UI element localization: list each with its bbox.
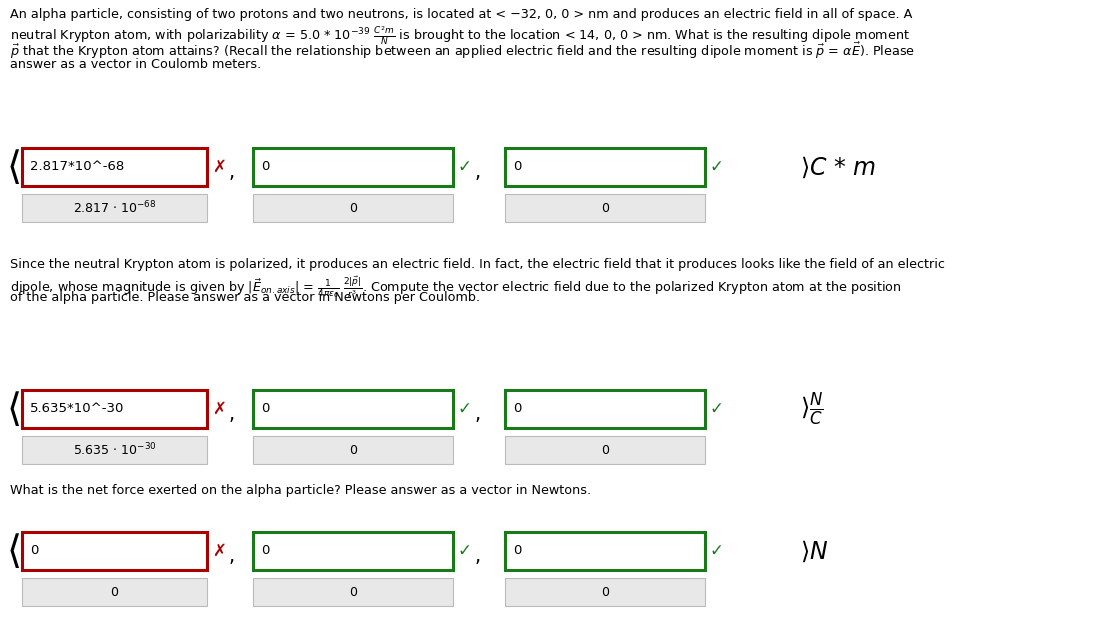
FancyBboxPatch shape [253, 390, 453, 428]
Text: 2.817*10^-68: 2.817*10^-68 [30, 161, 124, 173]
Text: ✗: ✗ [212, 542, 226, 560]
Text: of the alpha particle. Please answer as a vector in Newtons per Coulomb.: of the alpha particle. Please answer as … [10, 291, 480, 304]
FancyBboxPatch shape [22, 194, 208, 222]
Text: 5.635 $\cdot$ 10$^{-30}$: 5.635 $\cdot$ 10$^{-30}$ [72, 442, 156, 458]
FancyBboxPatch shape [505, 194, 705, 222]
Text: 0: 0 [601, 202, 609, 214]
Text: ✓: ✓ [458, 158, 472, 176]
FancyBboxPatch shape [253, 578, 453, 606]
Text: $\rangle$N: $\rangle$N [800, 538, 828, 564]
FancyBboxPatch shape [505, 148, 705, 186]
FancyBboxPatch shape [253, 532, 453, 570]
Text: 0: 0 [601, 585, 609, 598]
FancyBboxPatch shape [253, 436, 453, 464]
FancyBboxPatch shape [22, 578, 208, 606]
Text: Since the neutral Krypton atom is polarized, it produces an electric field. In f: Since the neutral Krypton atom is polari… [10, 258, 945, 271]
FancyBboxPatch shape [253, 194, 453, 222]
Text: ,: , [475, 546, 481, 566]
FancyBboxPatch shape [253, 148, 453, 186]
Text: $\rangle$$\frac{N}{C}$: $\rangle$$\frac{N}{C}$ [800, 391, 824, 428]
Text: ,: , [229, 404, 235, 423]
Text: $\langle$: $\langle$ [5, 389, 20, 428]
FancyBboxPatch shape [22, 148, 208, 186]
Text: 0: 0 [111, 585, 119, 598]
Text: ✗: ✗ [212, 400, 226, 418]
Text: 0: 0 [30, 544, 38, 558]
Text: ✓: ✓ [458, 400, 472, 418]
Text: neutral Krypton atom, with polarizability $\alpha$ = 5.0 * 10$^{-39}$ $\frac{C^2: neutral Krypton atom, with polarizabilit… [10, 25, 910, 47]
Text: 0: 0 [349, 444, 357, 457]
Text: ✓: ✓ [458, 542, 472, 560]
Text: What is the net force exerted on the alpha particle? Please answer as a vector i: What is the net force exerted on the alp… [10, 484, 591, 497]
Text: $\vec{p}$ that the Krypton atom attains? (Recall the relationship between an app: $\vec{p}$ that the Krypton atom attains?… [10, 41, 915, 61]
Text: ,: , [229, 546, 235, 566]
Text: 5.635*10^-30: 5.635*10^-30 [30, 403, 124, 416]
Text: dipole, whose magnitude is given by $|\vec{E}_{on.axis}|$ = $\frac{1}{4\pi\epsil: dipole, whose magnitude is given by $|\v… [10, 275, 901, 301]
Text: 0: 0 [261, 403, 269, 416]
Text: An alpha particle, consisting of two protons and two neutrons, is located at < −: An alpha particle, consisting of two pro… [10, 8, 912, 21]
Text: ,: , [229, 163, 235, 181]
FancyBboxPatch shape [505, 532, 705, 570]
Text: 0: 0 [601, 444, 609, 457]
FancyBboxPatch shape [22, 390, 208, 428]
Text: 0: 0 [513, 544, 522, 558]
FancyBboxPatch shape [505, 578, 705, 606]
Text: answer as a vector in Coulomb meters.: answer as a vector in Coulomb meters. [10, 57, 261, 71]
FancyBboxPatch shape [22, 532, 208, 570]
Text: 0: 0 [513, 403, 522, 416]
Text: ,: , [475, 163, 481, 181]
Text: 0: 0 [261, 544, 269, 558]
FancyBboxPatch shape [505, 390, 705, 428]
Text: 0: 0 [349, 202, 357, 214]
Text: $\langle$: $\langle$ [5, 147, 20, 186]
FancyBboxPatch shape [22, 436, 208, 464]
Text: $\langle$: $\langle$ [5, 532, 20, 571]
Text: 0: 0 [261, 161, 269, 173]
Text: 0: 0 [513, 161, 522, 173]
Text: 0: 0 [349, 585, 357, 598]
Text: ✓: ✓ [710, 158, 724, 176]
Text: ✗: ✗ [212, 158, 226, 176]
Text: $\rangle$C * m: $\rangle$C * m [800, 154, 876, 180]
Text: ✓: ✓ [710, 400, 724, 418]
Text: ,: , [475, 404, 481, 423]
Text: ✓: ✓ [710, 542, 724, 560]
Text: 2.817 $\cdot$ 10$^{-68}$: 2.817 $\cdot$ 10$^{-68}$ [72, 200, 156, 216]
FancyBboxPatch shape [505, 436, 705, 464]
